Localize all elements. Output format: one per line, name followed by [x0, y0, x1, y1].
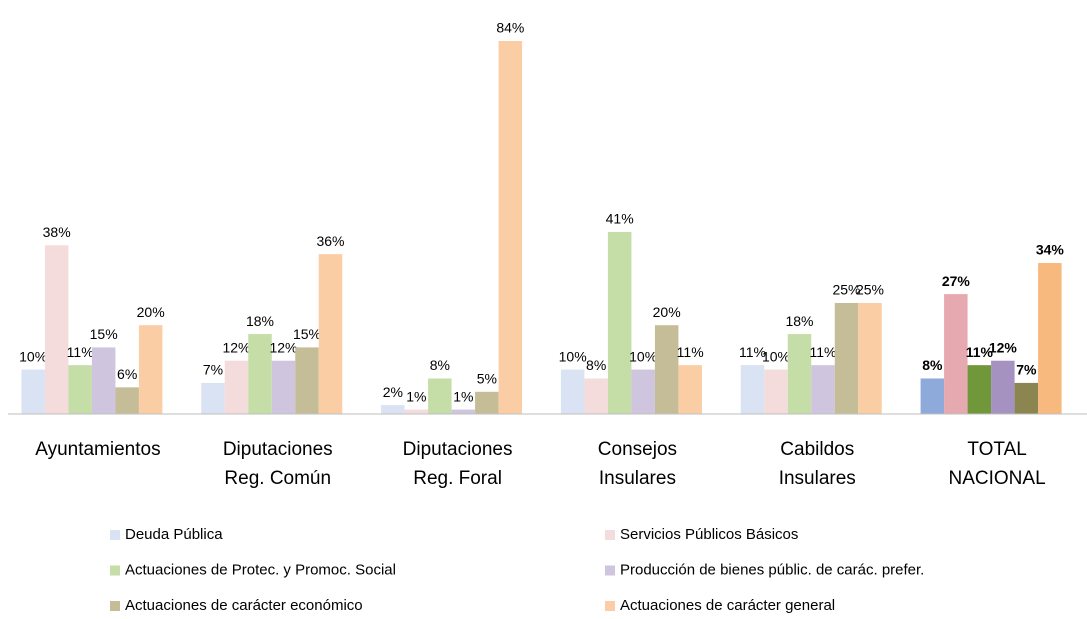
- data-label: 10%: [762, 348, 790, 364]
- data-label: 18%: [246, 313, 274, 329]
- data-label: 12%: [989, 339, 1018, 355]
- bar: [44, 245, 69, 414]
- bar: [811, 365, 835, 414]
- data-label: 38%: [43, 224, 71, 240]
- data-label: 11%: [966, 344, 994, 360]
- data-label: 8%: [430, 357, 450, 373]
- bar: [1014, 382, 1039, 414]
- bar: [21, 369, 45, 414]
- bar: [560, 369, 585, 414]
- data-label: 11%: [67, 344, 94, 360]
- legend-label: Actuaciones de carácter general: [620, 597, 835, 614]
- bar: [944, 294, 968, 414]
- bar: [138, 325, 163, 414]
- data-label: 20%: [653, 304, 681, 320]
- data-label: 5%: [477, 371, 497, 387]
- bar: [920, 378, 945, 414]
- legend-swatch: [110, 530, 120, 540]
- bar: [654, 325, 679, 414]
- bar: [740, 365, 765, 414]
- data-label: 8%: [922, 357, 943, 373]
- bar: [834, 302, 859, 414]
- data-label: 25%: [832, 282, 860, 298]
- data-label: 25%: [856, 282, 884, 298]
- x-tick-label: Ayuntamientos: [35, 439, 160, 460]
- data-label: 10%: [559, 348, 587, 364]
- bar: [678, 365, 702, 414]
- legend-label: Deuda Pública: [125, 526, 223, 543]
- bar: [1038, 263, 1062, 414]
- bar: [428, 378, 452, 414]
- bar: [201, 382, 225, 414]
- bar: [451, 409, 476, 414]
- legend-label: Servicios Públicos Básicos: [620, 526, 798, 543]
- x-tick-label: Consejos: [598, 439, 677, 460]
- legend-swatch: [110, 601, 120, 611]
- x-tick-label: Insulares: [779, 468, 856, 489]
- legend-label: Actuaciones de carácter económico: [125, 597, 363, 614]
- bar: [91, 347, 116, 414]
- legend-label: Producción de bienes públic. de carác. p…: [620, 561, 924, 578]
- bar: [498, 41, 523, 414]
- bar: [248, 334, 272, 414]
- data-label: 11%: [739, 344, 766, 360]
- data-label: 10%: [629, 348, 657, 364]
- data-label: 10%: [19, 348, 47, 364]
- legend-swatch: [605, 530, 615, 540]
- data-label: 11%: [810, 344, 837, 360]
- bar: [764, 369, 788, 414]
- x-tick-label: Diputaciones: [403, 439, 513, 460]
- data-label: 15%: [293, 326, 321, 342]
- data-label: 7%: [1016, 362, 1037, 378]
- legend-swatch: [605, 565, 615, 576]
- x-tick-label: Diputaciones: [223, 439, 333, 460]
- bar: [381, 405, 405, 414]
- bar: [68, 365, 92, 414]
- bar: [858, 302, 882, 414]
- data-label: 1%: [406, 388, 426, 404]
- bar: [631, 369, 655, 414]
- bar: [295, 347, 319, 414]
- data-label: 1%: [453, 388, 473, 404]
- legend-swatch: [605, 601, 615, 611]
- data-label: 34%: [1036, 242, 1065, 258]
- bar: [584, 378, 608, 414]
- data-label: 41%: [606, 211, 634, 227]
- data-label: 2%: [383, 384, 403, 400]
- bar: [224, 360, 249, 414]
- bar: [404, 409, 429, 414]
- data-label: 27%: [942, 273, 971, 289]
- x-tick-label: TOTAL: [967, 439, 1026, 460]
- x-tick-label: Insulares: [599, 468, 676, 489]
- data-label: 36%: [316, 233, 344, 249]
- data-label: 18%: [785, 313, 813, 329]
- data-label: 20%: [137, 304, 165, 320]
- x-tick-label: Cabildos: [780, 439, 854, 460]
- x-tick-label: Reg. Común: [224, 468, 331, 489]
- legend-swatch: [110, 565, 120, 576]
- data-label: 6%: [117, 366, 137, 382]
- data-label: 84%: [496, 20, 524, 36]
- bar: [271, 360, 296, 414]
- data-label: 11%: [677, 344, 704, 360]
- data-label: 12%: [222, 339, 250, 355]
- data-label: 15%: [90, 326, 118, 342]
- bar: [967, 365, 992, 414]
- bar: [991, 360, 1015, 414]
- data-label: 8%: [586, 357, 606, 373]
- bar: [115, 387, 139, 414]
- data-label: 12%: [269, 339, 297, 355]
- bar: [318, 254, 343, 414]
- x-tick-label: NACIONAL: [949, 468, 1046, 489]
- bar: [607, 231, 632, 414]
- x-tick-label: Reg. Foral: [413, 468, 502, 489]
- legend-label: Actuaciones de Protec. y Promoc. Social: [125, 561, 396, 578]
- bar: [475, 391, 499, 414]
- data-label: 7%: [203, 362, 223, 378]
- bar: [787, 334, 812, 414]
